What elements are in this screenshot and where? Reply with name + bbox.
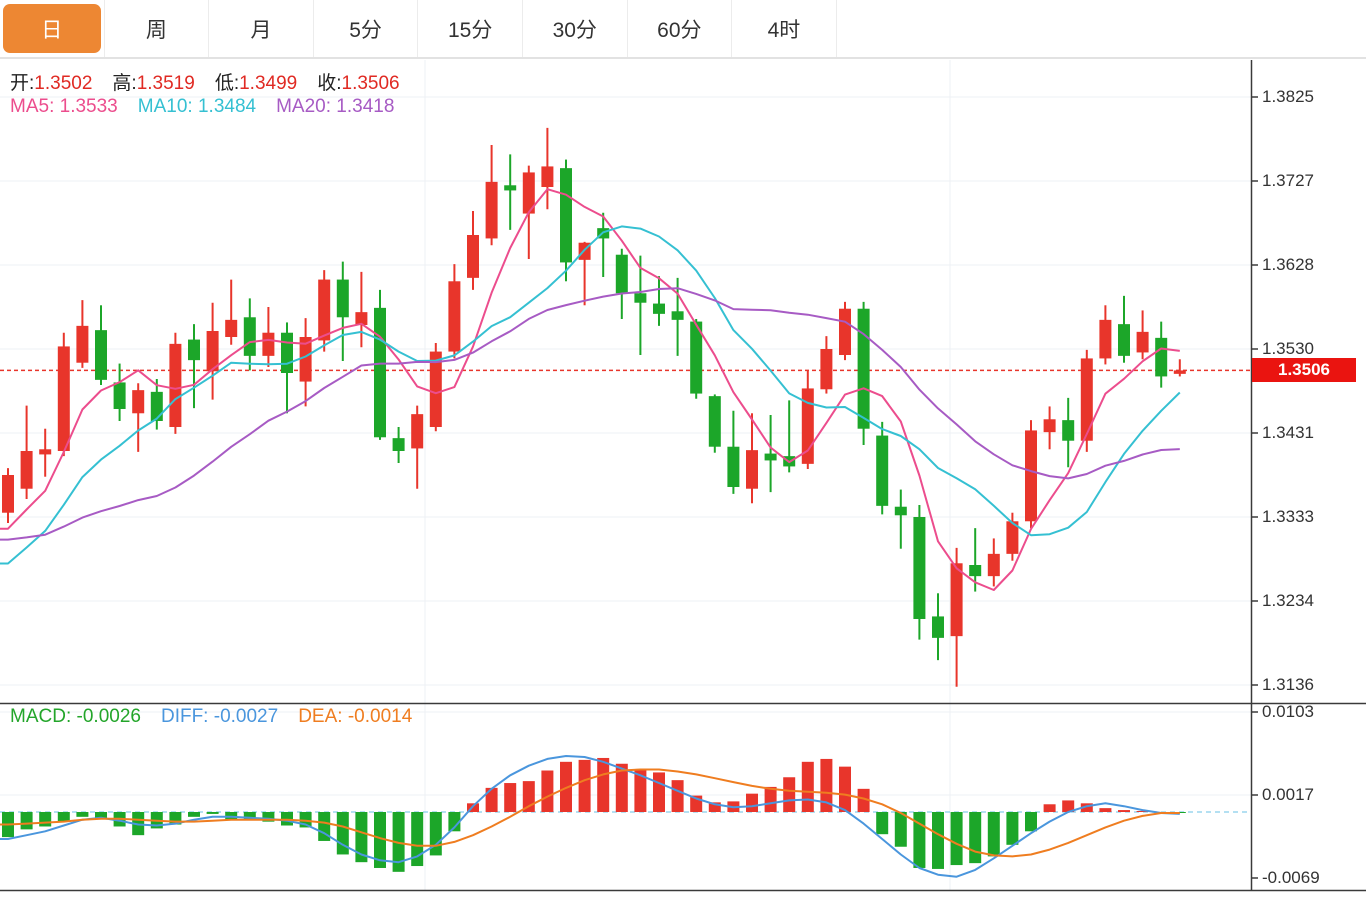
dea-label: DEA: [298, 706, 343, 727]
ma10-value: 1.3484 [197, 96, 257, 117]
diff-value: -0.0027 [213, 706, 279, 727]
macd-label: MACD: [10, 706, 72, 727]
tab-month-label: 月 [250, 18, 272, 42]
price-tick-1.3136: 1.3136 [1262, 675, 1314, 694]
diff-label: DIFF: [160, 706, 209, 727]
tab-30min-label: 30分 [552, 18, 597, 42]
tab-60min[interactable]: 60分 [628, 0, 733, 57]
ohlc-readout: 开:1.3502 高:1.3519 低:1.3499 收:1.3506 [10, 68, 400, 95]
tab-day[interactable]: 日 [0, 0, 105, 57]
tab-30min[interactable]: 30分 [523, 0, 628, 57]
high-label: 高: [112, 73, 137, 94]
price-tick-1.3530: 1.3530 [1262, 339, 1314, 358]
tab-4hour[interactable]: 4时 [732, 0, 837, 57]
tab-week[interactable]: 周 [105, 0, 210, 57]
macd-value: -0.0026 [76, 706, 141, 727]
chart-canvas[interactable] [0, 58, 1366, 898]
macd-readout: MACD: -0.0026 DIFF: -0.0027 DEA: -0.0014 [10, 706, 412, 728]
ma20-label: MA20: [276, 96, 332, 117]
tab-day-label: 日 [3, 4, 101, 53]
tab-month[interactable]: 月 [209, 0, 314, 57]
candlestick-chart[interactable]: 开:1.3502 高:1.3519 低:1.3499 收:1.3506 MA5:… [0, 58, 1366, 898]
open-label: 开: [10, 73, 35, 94]
chart-svg [0, 58, 1366, 892]
tab-5min-label: 5分 [349, 18, 382, 42]
tab-4hour-label: 4时 [767, 18, 801, 42]
price-tick-1.3333: 1.3333 [1262, 507, 1314, 526]
ma5-value: 1.3533 [59, 96, 118, 117]
tab-5min[interactable]: 5分 [314, 0, 419, 57]
ma20-value: 1.3418 [336, 96, 395, 117]
price-tick-1.3431: 1.3431 [1262, 423, 1314, 442]
ma5-label: MA5: [10, 96, 55, 117]
macd-tick-mid: 0.0017 [1262, 785, 1314, 804]
dea-value: -0.0014 [347, 706, 413, 727]
macd-tick-high: 0.0103 [1262, 702, 1314, 721]
tab-60min-label: 60分 [657, 18, 702, 42]
ma-readout: MA5: 1.3533 MA10: 1.3484 MA20: 1.3418 [10, 96, 394, 118]
open-value: 1.3502 [34, 73, 93, 94]
macd-tick-low: -0.0069 [1262, 868, 1320, 887]
price-tick-1.3727: 1.3727 [1262, 171, 1314, 190]
last-price-badge: 1.3506 [1252, 358, 1356, 382]
price-tick-1.3234: 1.3234 [1262, 591, 1314, 610]
timeframe-tabbar: 日 周 月 5分 15分 30分 60分 4时 [0, 0, 1366, 58]
close-label: 收: [317, 73, 342, 94]
close-value: 1.3506 [341, 73, 400, 94]
tab-week-label: 周 [145, 18, 167, 42]
low-label: 低: [214, 73, 240, 94]
tab-15min[interactable]: 15分 [418, 0, 523, 57]
price-tick-1.3628: 1.3628 [1262, 255, 1314, 274]
ma10-label: MA10: [137, 96, 193, 117]
price-tick-1.3825: 1.3825 [1262, 87, 1314, 106]
high-value: 1.3519 [136, 73, 195, 94]
tab-15min-label: 15分 [447, 18, 493, 42]
low-value: 1.3499 [239, 73, 298, 94]
